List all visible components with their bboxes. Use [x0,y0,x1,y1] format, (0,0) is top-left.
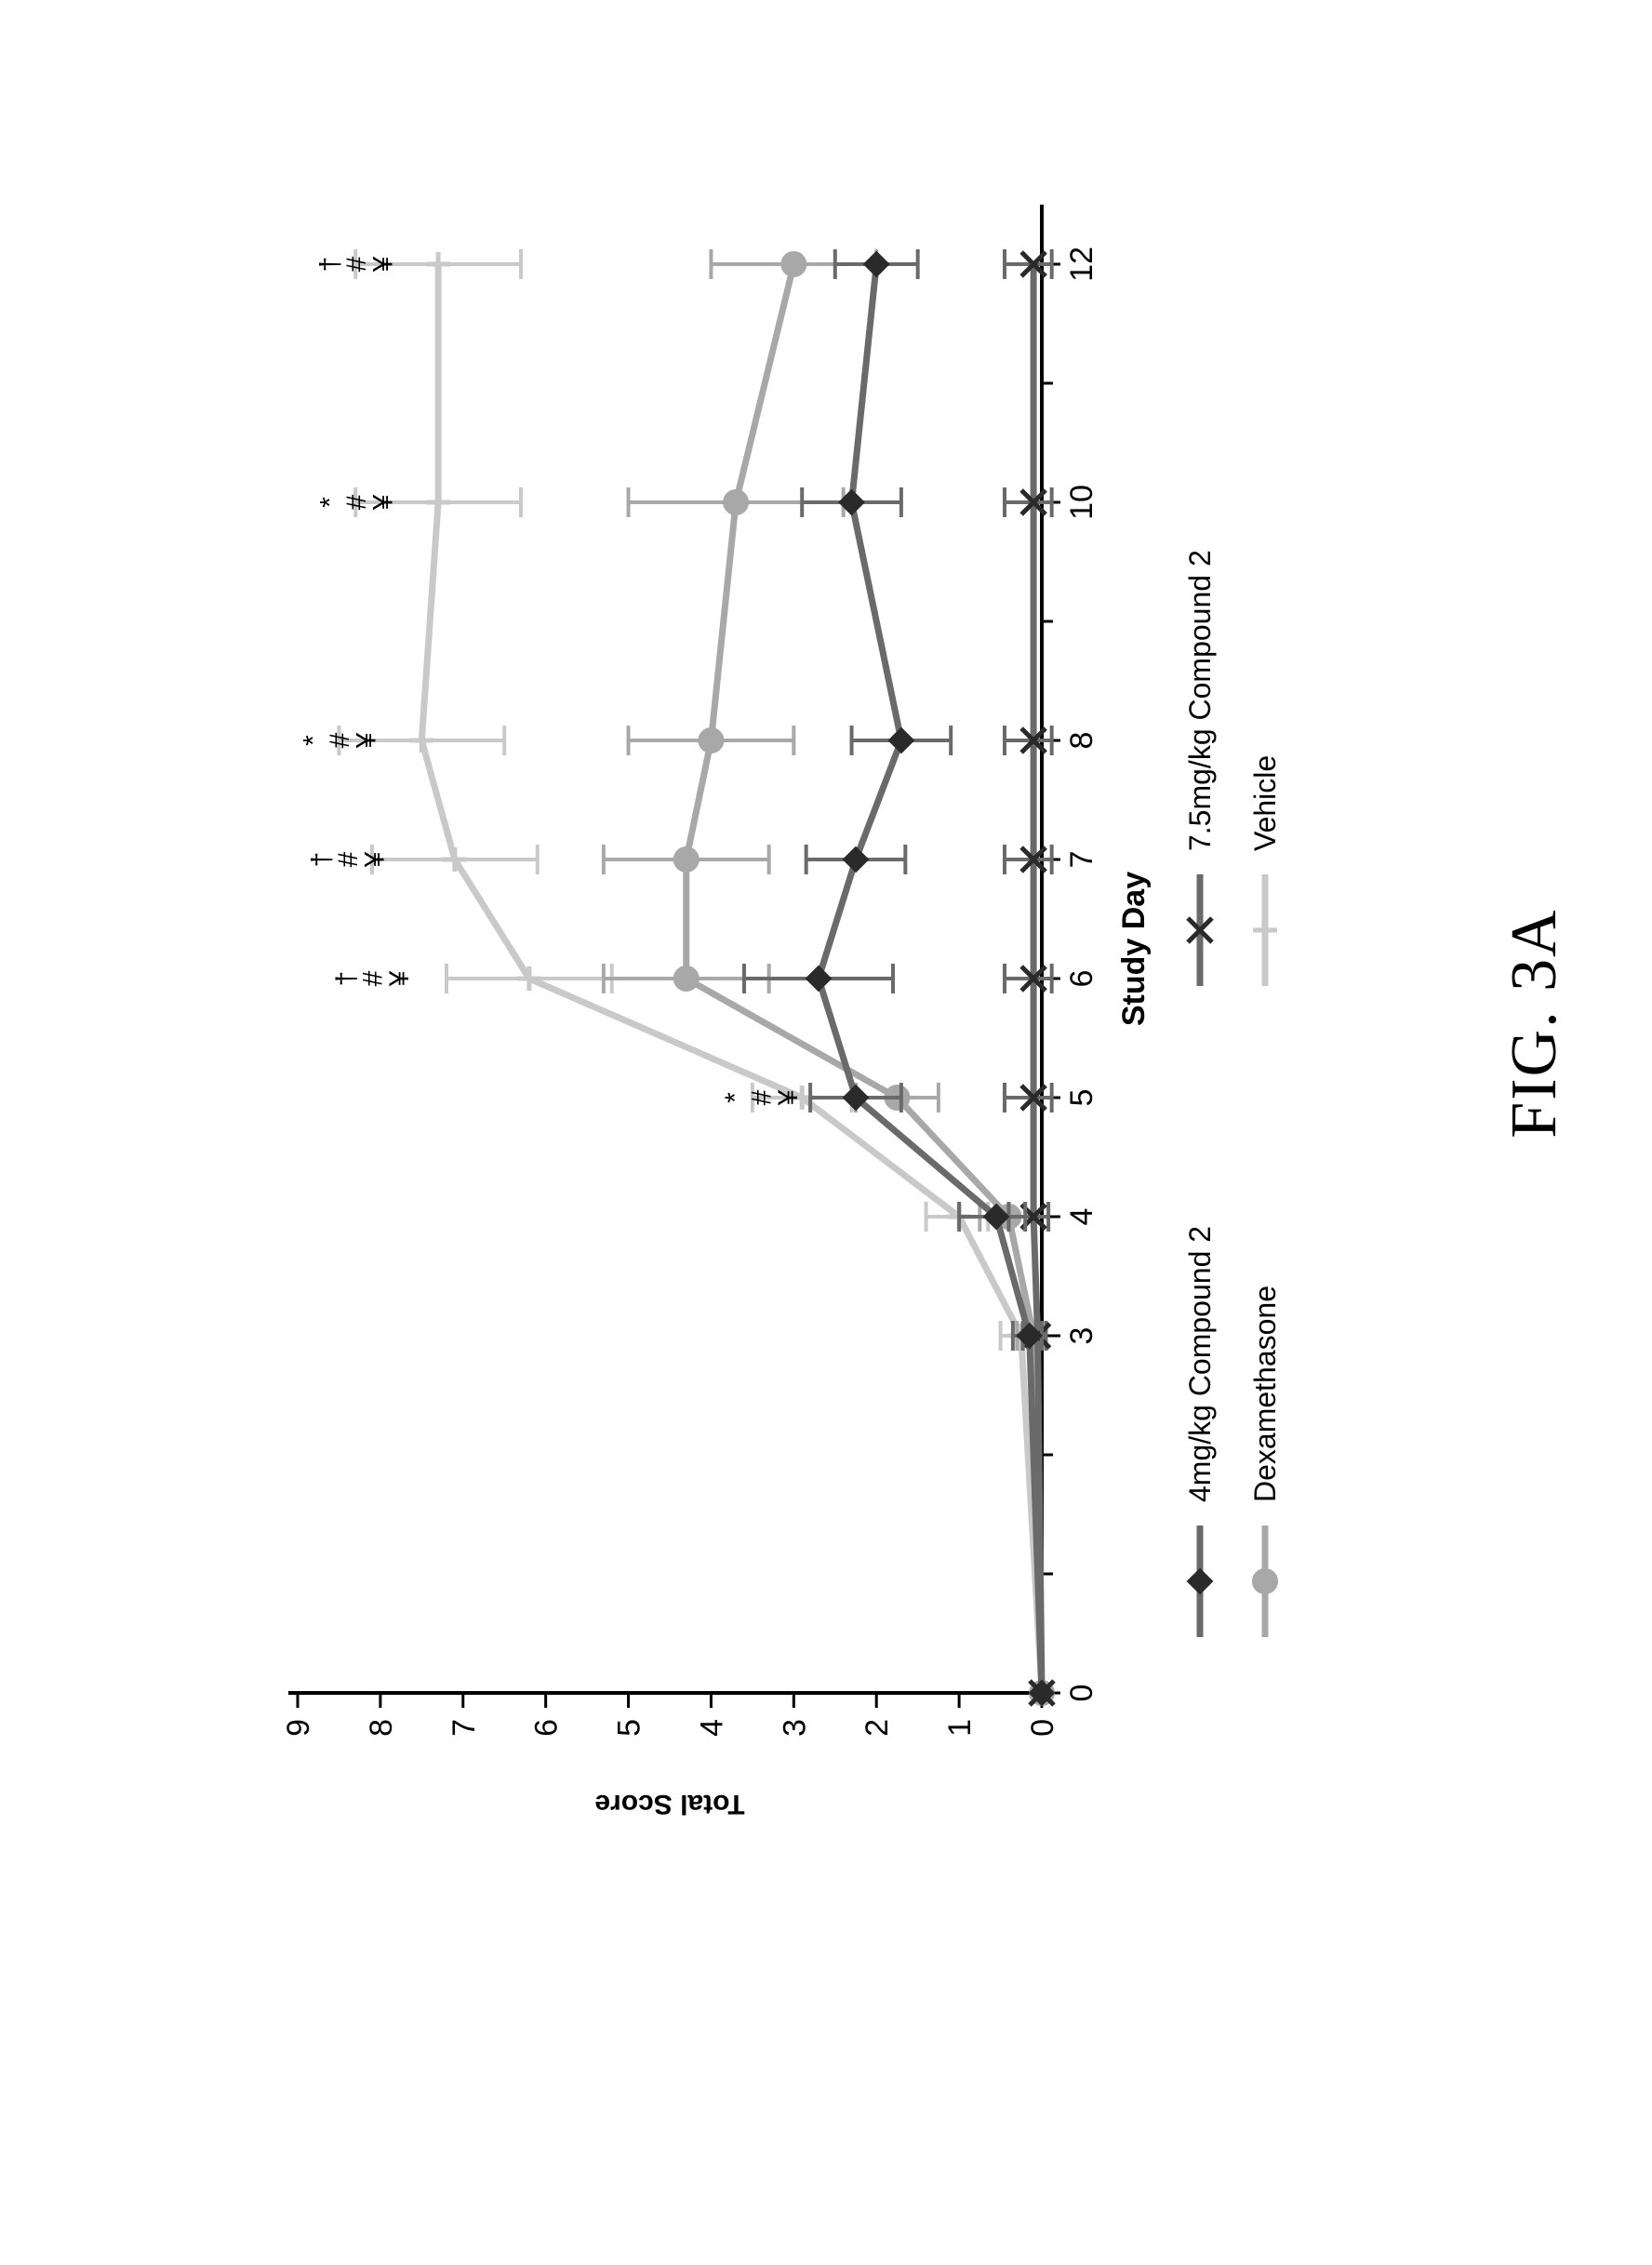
legend-label-comp2_7_5mg: 7.5mg/kg Compound 2 [1183,550,1217,851]
svg-text:¥: ¥ [367,256,398,273]
svg-text:12: 12 [1064,246,1099,282]
legend-label-vehicle: Vehicle [1248,755,1282,851]
svg-text:¥: ¥ [360,851,391,868]
svg-text:8: 8 [1064,732,1099,750]
svg-text:0: 0 [1025,1719,1060,1737]
svg-text:9: 9 [281,1719,316,1737]
svg-text:4: 4 [694,1719,729,1737]
svg-text:3: 3 [1064,1327,1099,1345]
svg-text:¥: ¥ [367,494,398,511]
svg-text:7: 7 [1064,851,1099,869]
svg-text:¥: ¥ [384,970,415,987]
svg-text:¥: ¥ [352,732,382,749]
svg-text:5: 5 [612,1719,647,1737]
figure-label: FIG. 3A [1498,140,1572,1907]
svg-text:1: 1 [942,1719,978,1737]
svg-text:4: 4 [1064,1208,1099,1226]
legend-label-dexamethasone: Dexamethasone [1248,1286,1282,1502]
svg-text:8: 8 [364,1719,399,1737]
svg-text:6: 6 [1064,970,1099,988]
svg-text:10: 10 [1064,485,1099,520]
svg-text:7: 7 [446,1719,482,1737]
svg-text:3: 3 [777,1719,812,1737]
legend-label-comp2_4mg: 4mg/kg Compound 2 [1183,1226,1217,1502]
svg-text:Study Day: Study Day [1116,872,1152,1026]
svg-text:Total Score: Total Score [594,1789,744,1819]
svg-text:¥: ¥ [773,1089,804,1106]
svg-text:0: 0 [1064,1685,1099,1702]
svg-text:6: 6 [529,1719,565,1737]
svg-text:5: 5 [1064,1089,1099,1107]
svg-text:2: 2 [859,1719,895,1737]
chart-container: 012345678903456781012Study DayTotal Scor… [242,140,1544,1907]
line-chart: 012345678903456781012Study DayTotal Scor… [242,140,1405,1907]
